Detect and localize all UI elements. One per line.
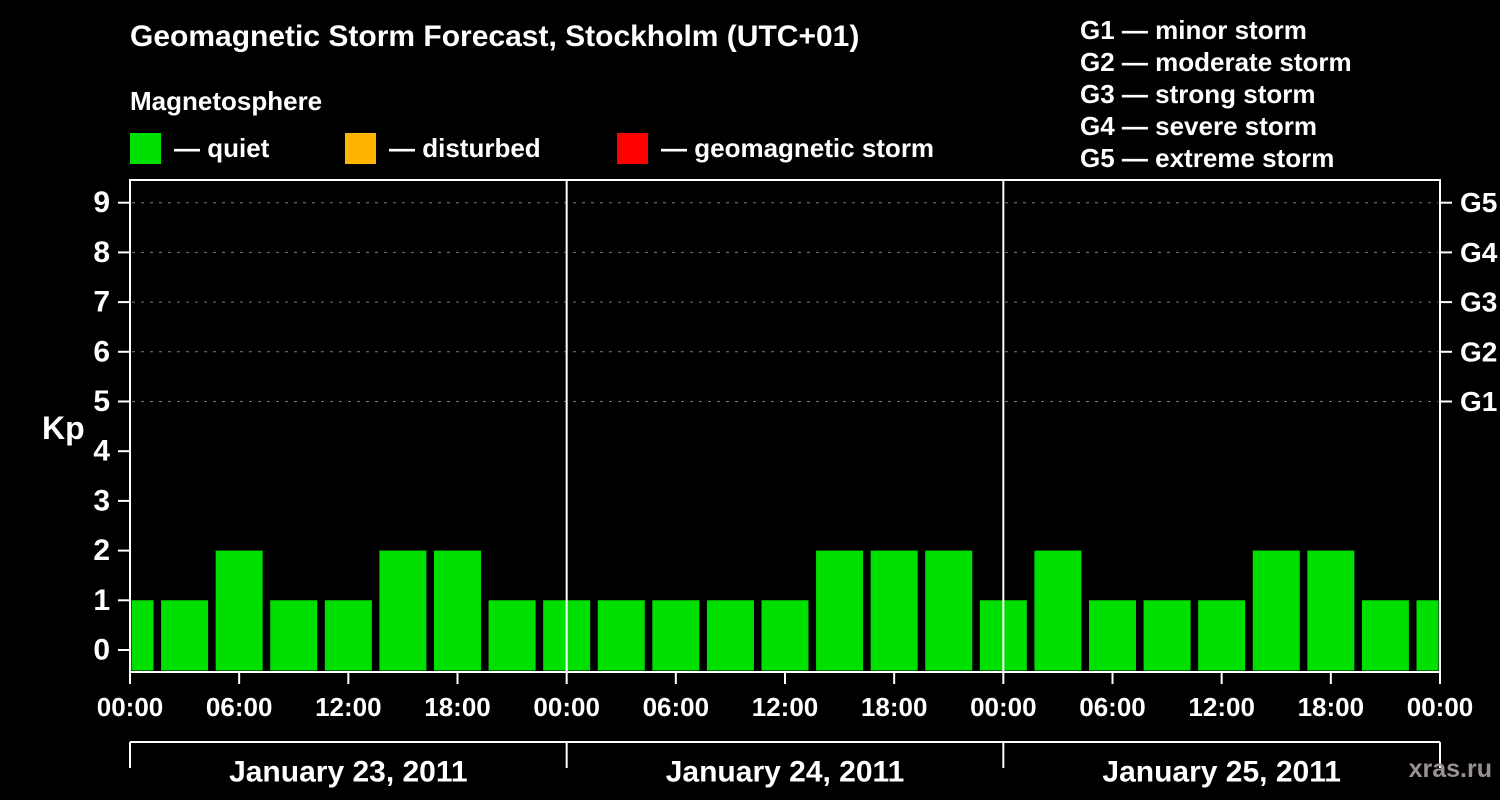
y-axis-label: Kp [42,410,85,446]
g-tick-label: G1 [1460,386,1497,417]
y-tick-label: 1 [93,584,110,617]
kp-bar [324,600,372,671]
time-tick-label: 00:00 [1407,692,1474,722]
kp-bar [270,600,318,671]
watermark: xras.ru [1408,755,1492,783]
time-tick-label: 00:00 [970,692,1037,722]
time-tick-label: 06:00 [643,692,710,722]
kp-bar [652,600,700,671]
legend-item-storm: — geomagnetic storm [617,133,934,164]
disturbed-color-swatch [345,133,376,164]
chart-title: Geomagnetic Storm Forecast, Stockholm (U… [130,20,860,53]
g-scale-legend: G1 — minor storm G2 — moderate storm G3 … [1080,14,1352,174]
time-tick-label: 06:00 [206,692,273,722]
legend-label-quiet: — quiet [174,133,270,163]
kp-bar [1307,550,1355,671]
kp-bar [597,600,645,671]
legend-label-storm: — geomagnetic storm [661,133,935,163]
date-label: January 24, 2011 [666,756,905,789]
storm-color-swatch [617,133,648,164]
kp-bar [215,550,263,671]
kp-bar [1252,550,1300,671]
kp-bar [1089,600,1136,671]
y-tick-label: 6 [93,335,110,368]
kp-bar [379,550,427,671]
kp-bar [1034,550,1082,671]
kp-bar [925,550,973,671]
g-tick-label: G2 [1460,336,1497,367]
kp-bar [488,600,536,671]
g-tick-label: G5 [1460,187,1497,218]
time-tick-label: 18:00 [424,692,491,722]
y-tick-label: 3 [93,484,110,517]
y-tick-label: 5 [93,385,110,418]
legend-item-quiet: — quiet [130,133,269,164]
time-tick-label: 12:00 [752,692,819,722]
kp-bar [131,600,154,671]
plot-border [129,179,1441,673]
y-tick-label: 8 [93,236,110,269]
time-tick-label: 18:00 [1298,692,1365,722]
kp-bar [1143,600,1191,671]
kp-bar [1416,600,1439,671]
time-tick-label: 00:00 [533,692,600,722]
kp-bar [706,600,754,671]
date-label: January 25, 2011 [1102,756,1341,789]
g-scale-line-g3: G3 — strong storm [1080,79,1316,109]
g-scale-line-g2: G2 — moderate storm [1080,47,1352,77]
time-tick-label: 18:00 [861,692,928,722]
kp-bar [761,600,809,671]
g-scale-line-g5: G5 — extreme storm [1080,143,1335,173]
time-tick-label: 06:00 [1079,692,1146,722]
y-tick-label: 2 [93,534,110,567]
g-tick-label: G4 [1460,237,1498,268]
quiet-color-swatch [130,133,161,164]
kp-bar [870,550,918,671]
legend-label-disturbed: — disturbed [389,133,541,163]
kp-bar [434,550,481,671]
y-tick-label: 9 [93,186,110,219]
y-tick-label: 0 [93,634,110,667]
kp-bar [1361,600,1409,671]
kp-bar [816,550,864,671]
kp-bar [161,600,209,671]
y-tick-label: 7 [93,286,110,319]
g-scale-line-g4: G4 — severe storm [1080,111,1318,141]
g-tick-label: G3 [1460,287,1497,318]
g-scale-line-g1: G1 — minor storm [1080,15,1307,45]
time-tick-label: 12:00 [1188,692,1255,722]
time-tick-label: 12:00 [315,692,382,722]
y-tick-label: 4 [93,435,110,468]
legend-item-disturbed: — disturbed [345,133,541,164]
kp-bar [1198,600,1246,671]
time-tick-label: 00:00 [97,692,164,722]
magnetosphere-label: Magnetosphere [130,86,323,116]
date-label: January 23, 2011 [229,756,468,789]
